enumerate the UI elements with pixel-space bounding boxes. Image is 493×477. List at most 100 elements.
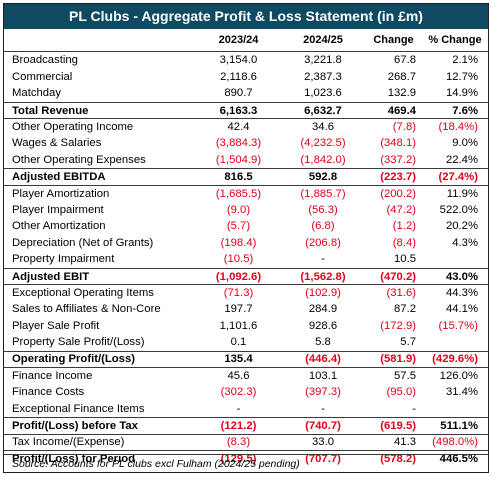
cell-2023-24: - (236, 402, 241, 415)
row-label: Adjusted EBIT (12, 270, 90, 283)
cell-pct-change: (429.6%) (432, 353, 478, 366)
cell-2023-24: (1,685.5) (215, 187, 262, 200)
table-row: Sales to Affiliates & Non-Core 197.7 284.9… (4, 301, 488, 318)
cell-2024-25: (4,232.5) (300, 137, 346, 150)
cell-2023-24: (9.0) (226, 203, 251, 216)
table-row: Other Operating Expenses (1,504.9) (1,842.… (4, 152, 488, 169)
cell-2024-25: (397.3) (305, 386, 341, 399)
cell-pct-change: 44.3% (445, 287, 478, 300)
row-label: Commercial (12, 70, 73, 83)
cell-pct-change: 4.3% (452, 236, 478, 249)
cell-change: (470.2) (380, 270, 416, 283)
cell-pct-change: 11.9% (446, 187, 478, 200)
cell-2023-24: (71.3) (223, 287, 254, 300)
table-row: Other Operating Income 42.4 34.6 (7.8) (18.4… (4, 118, 488, 135)
cell-2023-24: 3,154.0 (219, 54, 258, 67)
row-label: Total Revenue (12, 104, 89, 117)
cell-2023-24: (302.3) (220, 386, 257, 399)
row-label: Other Amortization (12, 220, 106, 233)
cell-pct-change: (498.0%) (432, 436, 478, 449)
table-row: Exceptional Finance Items - - - (4, 400, 488, 417)
header-2024-25: 2024/25 (303, 34, 343, 46)
cell-change: 57.5 (394, 370, 416, 383)
header-pct-change: % Change (428, 34, 482, 46)
row-label: Adjusted EBITDA (12, 170, 106, 183)
cell-change: 132.9 (387, 87, 416, 100)
cell-pct-change: 522.0% (439, 203, 478, 216)
cell-pct-change: 14.9% (445, 87, 478, 100)
cell-2023-24: 45.6 (227, 370, 250, 383)
source-note: Source: Accounts for PL clubs excl Fulha… (4, 454, 488, 472)
table-row: Other Amortization (5.7) (6.8) (1.2) 20.2% (4, 218, 488, 235)
cell-change: (578.2) (380, 453, 416, 466)
row-label: Player Impairment (12, 203, 104, 216)
table-row: Player Amortization (1,685.5) (1,885.7) (20… (4, 184, 488, 202)
cell-pct-change: 44.1% (445, 303, 478, 316)
cell-change: (223.7) (380, 170, 416, 183)
cell-change: 41.3 (394, 436, 416, 449)
cell-2024-25: (707.7) (305, 453, 341, 466)
row-label: Depreciation (Net of Grants) (12, 236, 154, 249)
cell-2024-25: (6.8) (311, 220, 335, 233)
row-label: Matchday (12, 87, 61, 100)
cell-change: 469.4 (387, 104, 416, 117)
cell-2023-24: 0.1 (230, 336, 247, 349)
cell-2024-25: 103.1 (308, 370, 338, 383)
row-label: Broadcasting (12, 54, 78, 67)
table-row: Broadcasting 3,154.0 3,221.8 67.8 2.1% (4, 52, 488, 69)
cell-pct-change: 9.0% (452, 137, 478, 150)
cell-2024-25: 284.9 (308, 303, 338, 316)
table-row: Player Sale Profit 1,101.6 928.6 (172.9) (15… (4, 318, 488, 335)
cell-change: 5.7 (400, 336, 416, 349)
row-label: Profit/(Loss) before Tax (12, 419, 138, 432)
cell-change: - (412, 402, 416, 415)
cell-2024-25: 3,221.8 (304, 54, 342, 67)
cell-2024-25: 2,387.3 (304, 70, 342, 83)
table-row: Finance Income 45.6 103.1 57.5 126.0% (4, 367, 488, 384)
cell-change: (95.0) (386, 386, 416, 399)
cell-pct-change: 7.6% (452, 104, 478, 117)
table-row: Adjusted EBITDA 816.5 592.8 (223.7) (27.4%) (4, 168, 488, 185)
table-row: Profit/(Loss) for Period (129.5) (707.7) (5… (4, 450, 488, 467)
table-row: Finance Costs (302.3) (397.3) (95.0) 31.4% (4, 384, 488, 401)
row-label: Player Sale Profit (12, 319, 100, 332)
cell-2023-24: (121.2) (220, 419, 257, 432)
cell-pct-change: (15.7%) (438, 319, 478, 332)
row-label: Property Sale Profit/(Loss) (12, 336, 145, 349)
cell-pct-change: 126.0% (439, 370, 478, 383)
table-body: Broadcasting 3,154.0 3,221.8 67.8 2.1% Commer… (4, 52, 488, 467)
cell-change: 87.2 (394, 303, 416, 316)
table-title: PL Clubs - Aggregate Profit & Loss State… (4, 4, 488, 29)
cell-pct-change: 2.1% (452, 54, 478, 67)
cell-2023-24: (8.3) (226, 436, 251, 449)
row-label: Finance Costs (12, 386, 85, 399)
cell-pct-change: 22.4% (445, 153, 478, 166)
cell-change: (47.2) (386, 203, 416, 216)
row-label: Tax Income/(Expense) (12, 436, 125, 449)
table-row: Depreciation (Net of Grants) (198.4) (206.… (4, 235, 488, 252)
cell-2024-25: (1,562.8) (300, 270, 346, 283)
cell-2024-25: 1,023.6 (304, 87, 342, 100)
cell-2023-24: 1,101.6 (219, 319, 258, 332)
header-2023-24: 2023/24 (218, 34, 259, 46)
header-row: 2023/24 2024/25 Change % Change (4, 29, 488, 52)
table-row: Commercial 2,118.6 2,387.3 268.7 12.7% (4, 69, 488, 86)
table-row: Property Sale Profit/(Loss) 0.1 5.8 5.7 (4, 334, 488, 351)
cell-pct-change: 20.2% (445, 220, 478, 233)
cell-2024-25: - (321, 402, 325, 415)
cell-2024-25: 928.6 (308, 319, 338, 332)
cell-2024-25: (102.9) (305, 287, 341, 300)
row-label: Finance Income (12, 370, 93, 383)
cell-change: (31.6) (386, 287, 416, 300)
cell-2023-24: (5.7) (226, 220, 251, 233)
cell-2024-25: 34.6 (312, 121, 334, 134)
header-change: Change (373, 34, 414, 46)
cell-pct-change: 12.7% (445, 70, 478, 83)
cell-change: (8.4) (392, 236, 416, 249)
table-row: Wages & Salaries (3,884.3) (4,232.5) (348.1… (4, 135, 488, 152)
cell-2024-25: 33.0 (312, 436, 334, 449)
cell-2023-24: 135.4 (224, 353, 253, 366)
row-label: Operating Profit/(Loss) (12, 353, 136, 366)
cell-2023-24: (3,884.3) (215, 137, 262, 150)
row-label: Sales to Affiliates & Non-Core (12, 303, 161, 316)
